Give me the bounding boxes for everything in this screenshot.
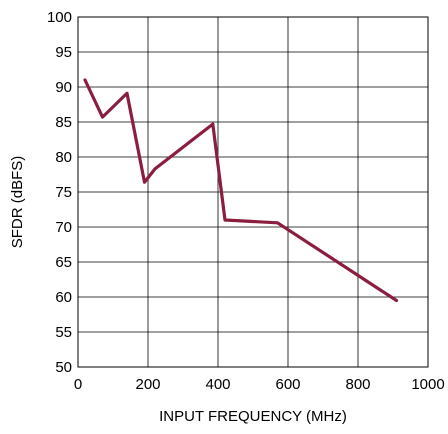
y-tick-label: 90 (55, 79, 72, 96)
y-tick-label: 75 (55, 184, 72, 201)
y-tick-label: 60 (55, 289, 72, 306)
x-tick-labels: 0 200 400 600 800 1000 (74, 376, 445, 393)
y-tick-label: 85 (55, 114, 72, 131)
x-tick-label: 400 (205, 376, 230, 393)
y-tick-label: 50 (55, 359, 72, 376)
y-tick-labels: 50 55 60 65 70 75 80 85 90 95 100 (47, 9, 72, 376)
x-axis-label: INPUT FREQUENCY (MHz) (159, 408, 347, 425)
series-group (85, 80, 397, 301)
grid-lines (78, 17, 428, 367)
y-axis-label: SFDR (dBFS) (9, 156, 26, 249)
series-line (85, 80, 397, 301)
x-tick-label: 600 (275, 376, 300, 393)
x-tick-label: 0 (74, 376, 82, 393)
y-tick-label: 70 (55, 219, 72, 236)
y-tick-label: 95 (55, 44, 72, 61)
y-tick-label: 65 (55, 254, 72, 271)
x-tick-label: 200 (135, 376, 160, 393)
y-tick-label: 55 (55, 324, 72, 341)
y-tick-label: 100 (47, 9, 72, 26)
x-tick-label: 1000 (411, 376, 444, 393)
y-tick-label: 80 (55, 149, 72, 166)
x-tick-label: 800 (345, 376, 370, 393)
